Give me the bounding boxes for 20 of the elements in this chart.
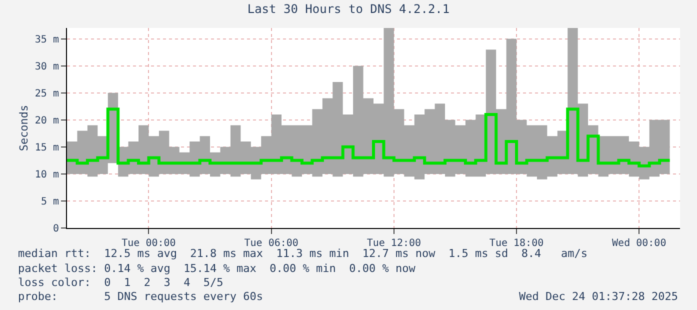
text: packet loss: 0.14 % avg 15.14 % max 0.00 % min 0.00 % now bbox=[18, 262, 416, 275]
x-tick-label: Wed 00:00 bbox=[612, 238, 666, 249]
x-tick-label: Tue 18:00 bbox=[489, 238, 544, 249]
text: Wed Dec 24 01:37:28 2025 bbox=[519, 290, 678, 303]
y-tick-label: 35 m bbox=[34, 34, 59, 46]
text: probe: 5 DNS requests every 60s bbox=[18, 290, 264, 303]
text: median rtt: 12.5 ms avg 21.8 ms max 11.3 ms min 12.7 ms now 1.5 ms sd 8.4 am/s bbox=[18, 247, 588, 260]
x-tick-label: Tue 06:00 bbox=[244, 238, 298, 249]
y-tick-label: 15 m bbox=[34, 142, 59, 154]
y-tick-label: 25 m bbox=[34, 88, 59, 100]
chart-title: Last 30 Hours to DNS 4.2.2.1 bbox=[247, 2, 450, 16]
x-tick-label: Tue 12:00 bbox=[366, 238, 422, 249]
y-tick-label: 10 m bbox=[34, 169, 59, 180]
y-axis-title: Seconds bbox=[18, 104, 31, 152]
x-tick-label: Tue 00:00 bbox=[122, 238, 176, 249]
y-tick-label: 30 m bbox=[34, 61, 59, 72]
y-tick-label: 5 m bbox=[40, 196, 59, 208]
text: loss color: 0 1 2 3 4 5/5 bbox=[18, 276, 224, 289]
y-tick-label: 20 m bbox=[34, 115, 59, 126]
y-tick-label: 0 bbox=[52, 224, 59, 234]
